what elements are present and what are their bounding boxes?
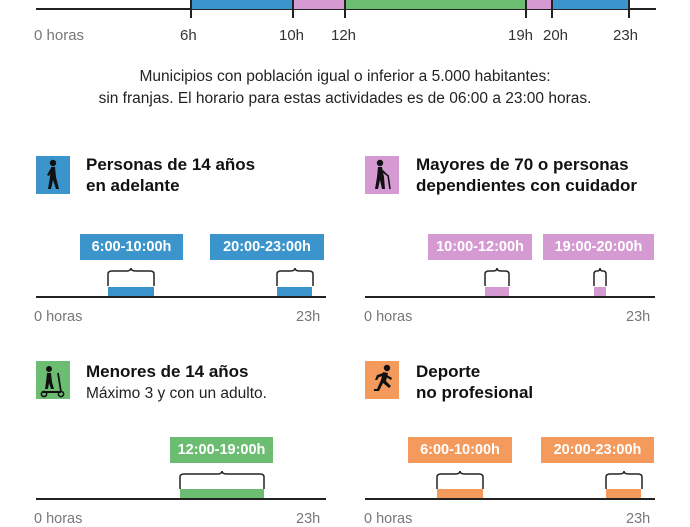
axis-start-label: 0 horas bbox=[364, 511, 413, 527]
category-axis-line bbox=[365, 296, 655, 298]
time-slot-pill: 20:00-23:00h bbox=[210, 234, 324, 260]
top-segment-blue bbox=[552, 0, 629, 9]
top-tick bbox=[551, 0, 553, 18]
axis-start-label: 0 horas bbox=[34, 309, 83, 325]
top-label-start: 0 horas bbox=[34, 27, 85, 44]
slot-bar bbox=[277, 287, 312, 296]
top-label-19h: 19h bbox=[508, 27, 534, 44]
axis-end-label: 23h bbox=[626, 511, 651, 527]
elderly-person-cane-icon bbox=[365, 156, 399, 194]
top-label-12h: 12h bbox=[331, 27, 357, 44]
slot-bar bbox=[485, 287, 509, 296]
top-timeline: 0 horas 6h 10h 12h 19h 20h 23h bbox=[0, 0, 690, 60]
category-title: dependientes con cuidador bbox=[416, 176, 638, 195]
category-panel-minors: Menores de 14 años Máximo 3 y con un adu… bbox=[0, 355, 345, 527]
top-segment-pink bbox=[293, 0, 345, 9]
category-axis-line bbox=[365, 498, 655, 500]
top-label-6h: 6h bbox=[180, 27, 197, 44]
axis-start-label: 0 horas bbox=[34, 511, 83, 527]
axis-end-label: 23h bbox=[296, 309, 321, 325]
slot-brace bbox=[484, 268, 510, 286]
slot-bar bbox=[437, 489, 483, 498]
category-panel-seniors: Mayores de 70 o personas dependientes co… bbox=[345, 150, 690, 330]
axis-end-label: 23h bbox=[626, 309, 651, 325]
axis-end-label: 23h bbox=[296, 511, 321, 527]
note-line-1: Municipios con población igual o inferio… bbox=[139, 68, 551, 85]
time-slot-pill: 10:00-12:00h bbox=[428, 234, 532, 260]
slot-brace bbox=[605, 471, 643, 489]
category-title: Menores de 14 años bbox=[86, 362, 249, 381]
top-tick bbox=[344, 0, 346, 18]
runner-icon bbox=[365, 361, 399, 399]
slot-brace bbox=[436, 471, 484, 489]
slot-bar bbox=[594, 287, 606, 296]
top-segment-blue bbox=[190, 0, 293, 9]
time-slot-pill: 12:00-19:00h bbox=[170, 437, 273, 463]
slot-brace bbox=[179, 471, 265, 489]
top-tick bbox=[628, 0, 630, 18]
category-axis-line bbox=[36, 296, 326, 298]
slot-bar bbox=[606, 489, 641, 498]
category-title: Mayores de 70 o personas bbox=[416, 155, 629, 174]
top-tick bbox=[190, 0, 192, 18]
top-tick bbox=[525, 0, 527, 18]
slot-brace bbox=[107, 268, 155, 286]
axis-start-label: 0 horas bbox=[364, 309, 413, 325]
category-panel-sport: Deporte no profesional 6:00-10:00h 20:00… bbox=[345, 355, 690, 527]
time-slot-pill: 20:00-23:00h bbox=[541, 437, 654, 463]
category-axis-line bbox=[36, 498, 326, 500]
slot-brace bbox=[593, 268, 607, 286]
top-label-23h: 23h bbox=[613, 27, 639, 44]
slot-bar bbox=[108, 287, 154, 296]
slot-bar bbox=[180, 489, 264, 498]
top-label-20h: 20h bbox=[543, 27, 569, 44]
time-slot-pill: 19:00-20:00h bbox=[543, 234, 654, 260]
time-slot-pill: 6:00-10:00h bbox=[408, 437, 512, 463]
category-title: no profesional bbox=[416, 383, 534, 402]
top-tick bbox=[292, 0, 294, 18]
walking-person-icon bbox=[36, 156, 70, 194]
top-segment-pink bbox=[526, 0, 552, 9]
time-slot-pill: 6:00-10:00h bbox=[80, 234, 183, 260]
slot-brace bbox=[276, 268, 314, 286]
category-title: Deporte bbox=[416, 362, 481, 381]
category-title: Personas de 14 años bbox=[86, 155, 256, 174]
top-segment-green bbox=[345, 0, 526, 9]
note-line-2: sin franjas. El horario para estas activ… bbox=[98, 90, 592, 107]
category-title: en adelante bbox=[86, 176, 180, 195]
category-subtitle: Máximo 3 y con un adulto. bbox=[86, 385, 267, 402]
top-label-10h: 10h bbox=[279, 27, 305, 44]
category-panel-adults: Personas de 14 años en adelante 6:00-10:… bbox=[0, 150, 345, 330]
top-axis-line bbox=[36, 8, 656, 10]
child-scooter-icon bbox=[36, 361, 70, 399]
